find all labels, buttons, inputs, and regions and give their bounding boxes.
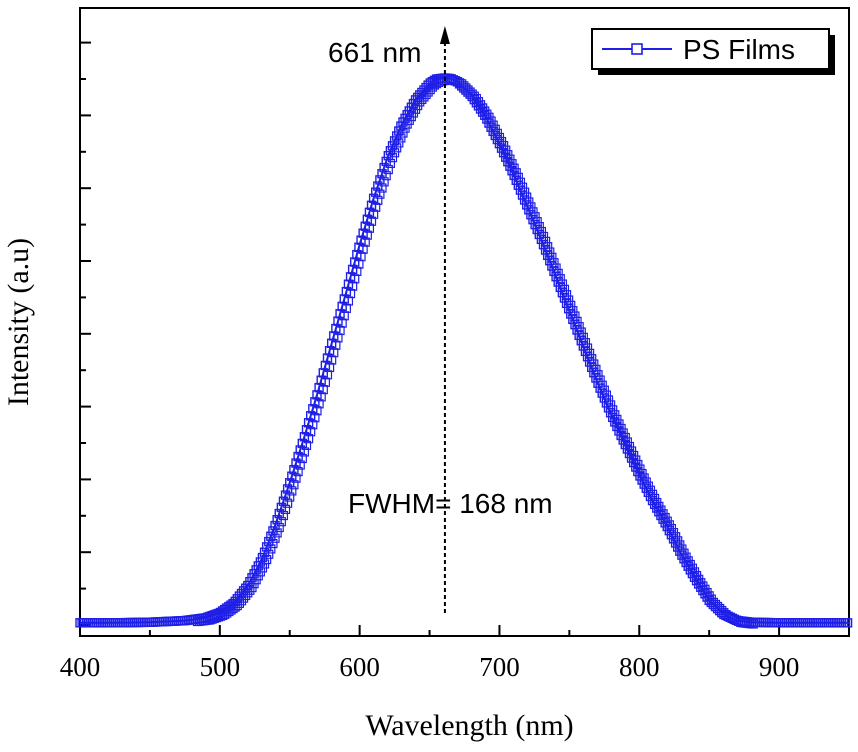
data-point [364,223,375,233]
data-point [314,399,324,409]
data-point [329,348,339,358]
data-point [371,202,381,212]
x-tick-labels: 400 500 600 700 800 900 [60,652,800,682]
data-point [333,333,343,343]
data-point [320,377,330,387]
data-point [301,440,312,450]
x-axis-title: Wavelength (nm) [365,709,573,742]
data-point [327,355,337,365]
data-point [345,289,356,299]
data-point [339,311,349,321]
data-point [322,370,333,380]
data-point [356,252,366,262]
legend: PS Films [591,28,835,75]
data-point [362,230,372,240]
x-tick-label: 900 [759,652,800,682]
data-point [312,406,322,416]
plot-border [79,7,850,637]
legend-entry: PS Films [683,34,795,65]
data-point [369,209,379,219]
x-tick-label: 700 [479,652,520,682]
data-point [331,340,341,350]
axis-ticks [79,41,850,636]
data-point [398,128,408,138]
data-point [348,281,358,291]
data-point [394,138,404,148]
data-point [318,385,328,395]
data-point [335,325,345,336]
y-axis-title: Intensity (a.u) [2,238,35,406]
x-tick-label: 600 [339,652,380,682]
data-point [310,413,320,423]
data-point [324,362,335,373]
data-point [366,216,377,226]
data-point [306,427,316,437]
data-point [316,392,326,402]
legend-marker [631,43,643,55]
data-point [352,266,362,277]
series-line [80,76,849,624]
x-tick-label: 500 [200,652,241,682]
data-point [304,434,314,444]
peak-label: 661 nm [328,37,421,68]
data-point [842,618,853,628]
x-tick-label: 800 [619,652,660,682]
data-point [360,237,370,247]
fwhm-label: FWHM= 168 nm [348,488,553,519]
x-tick-label: 400 [60,652,101,682]
plot-frame [79,7,850,637]
data-point [337,318,347,328]
series-ps-films [75,73,853,629]
data-point [358,244,368,254]
data-point [396,133,406,143]
data-point [308,420,318,430]
annotations: 661 nm FWHM= 168 nm [328,26,553,613]
data-point [389,148,400,158]
data-point [392,143,402,153]
data-point [350,274,360,284]
peak-arrow-head [439,26,450,44]
data-point [610,410,620,420]
data-point [341,303,351,313]
data-point [354,259,364,269]
data-point [343,296,354,306]
data-point [387,153,398,163]
